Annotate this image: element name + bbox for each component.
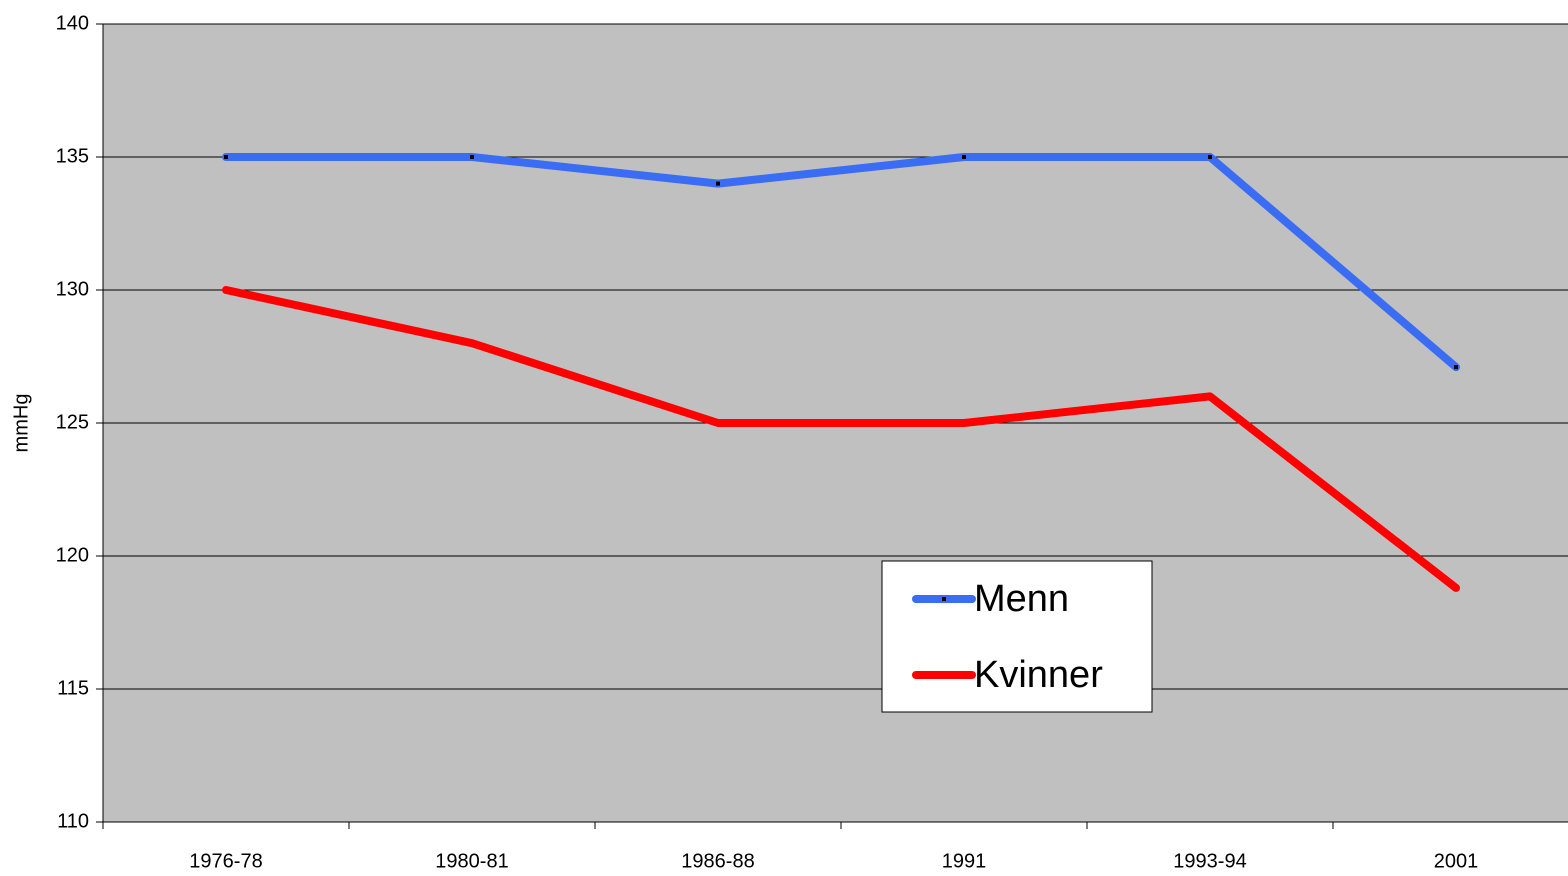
legend-marker	[942, 597, 946, 601]
x-tick-label: 1976-78	[189, 850, 262, 872]
legend-box	[881, 560, 1153, 713]
y-tick-label: 120	[56, 544, 89, 566]
y-tick-label: 135	[56, 145, 89, 167]
y-tick-label: 125	[56, 411, 89, 433]
point-marker	[1208, 155, 1212, 159]
x-tick-label: 1993-94	[1173, 850, 1246, 872]
x-tick-label: 1986-88	[681, 850, 754, 872]
series-line	[222, 286, 1460, 592]
point-marker	[224, 155, 228, 159]
x-tick-label: 2001	[1434, 850, 1479, 872]
legend-label: Kvinner	[974, 654, 1103, 696]
y-axis-label: mmHg	[10, 394, 32, 453]
y-tick-label: 110	[57, 810, 89, 832]
series-line	[222, 153, 1460, 372]
point-marker	[470, 155, 474, 159]
point-marker	[962, 155, 966, 159]
x-tick-label: 1991	[942, 850, 987, 872]
y-tick-label: 130	[56, 278, 89, 300]
point-marker	[716, 181, 720, 186]
x-tick-label: 1980-81	[435, 850, 508, 872]
legend-label: Menn	[974, 578, 1069, 620]
point-marker	[1454, 365, 1458, 370]
y-tick-label: 140	[56, 12, 89, 34]
y-tick-label: 115	[57, 677, 89, 699]
